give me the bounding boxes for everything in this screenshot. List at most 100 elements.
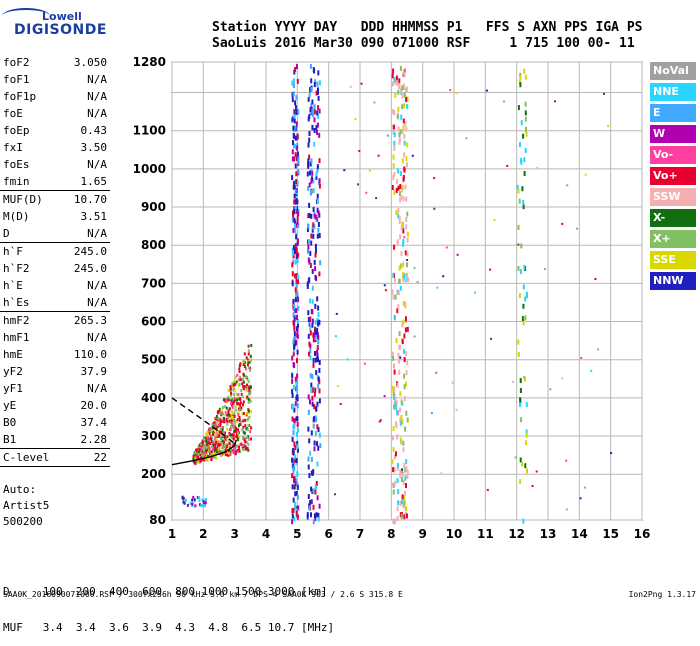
echo-point <box>218 434 221 437</box>
echo-point <box>198 450 200 454</box>
echo-point <box>297 279 299 285</box>
echo-point <box>521 186 524 192</box>
echo-point <box>247 344 250 348</box>
echo-point <box>233 414 236 418</box>
echo-point <box>561 222 564 225</box>
echo-point <box>311 227 314 233</box>
echo-point <box>440 472 442 475</box>
echo-point <box>312 188 315 194</box>
echo-point <box>399 65 402 71</box>
echo-point <box>291 247 294 253</box>
echo-point <box>317 210 320 216</box>
echo-point <box>297 305 300 311</box>
echo-point <box>198 496 201 500</box>
echo-point <box>317 105 320 111</box>
echo-point <box>402 319 405 325</box>
echo-point <box>230 447 233 451</box>
echo-point <box>403 167 406 173</box>
echo-point <box>399 285 402 291</box>
echo-point <box>314 266 317 272</box>
echo-point <box>312 357 315 363</box>
echo-point <box>401 85 404 91</box>
echo-point <box>229 417 232 420</box>
param-value: 10.70 <box>73 193 107 206</box>
y-tick-label: 300 <box>141 429 166 443</box>
echo-point <box>227 416 230 420</box>
param-name: h`E <box>3 279 23 292</box>
echo-point <box>314 357 317 363</box>
echo-point <box>216 450 219 454</box>
echo-point <box>294 401 297 407</box>
echo-point <box>196 496 199 499</box>
logo-line2: DIGISONDE <box>14 22 107 38</box>
echo-point <box>309 63 312 69</box>
echo-point <box>205 441 208 445</box>
echo-point <box>398 265 401 271</box>
param-value: N/A <box>87 90 107 103</box>
echo-point <box>234 375 237 379</box>
echo-point <box>291 484 294 490</box>
echo-point <box>314 489 317 495</box>
echo-point <box>394 315 396 321</box>
echo-point <box>318 108 321 114</box>
echo-point <box>233 412 236 416</box>
echo-point <box>375 197 378 200</box>
echo-point <box>313 224 316 230</box>
echo-point <box>317 70 320 76</box>
echo-point <box>405 97 408 102</box>
echo-point <box>397 304 400 310</box>
echo-point <box>294 152 297 158</box>
x-tick-label: 16 <box>634 527 651 541</box>
echo-point <box>383 284 386 287</box>
echo-point <box>401 468 404 471</box>
echo-point <box>411 154 414 157</box>
echo-point <box>296 108 299 114</box>
echo-point <box>307 248 309 254</box>
param-value: 0.43 <box>80 124 108 137</box>
echo-point <box>316 81 319 87</box>
echo-point <box>525 291 528 297</box>
param-value: N/A <box>87 73 107 86</box>
echo-point <box>291 508 294 514</box>
echo-point <box>210 450 213 454</box>
echo-point <box>399 407 402 413</box>
echo-point <box>396 382 399 388</box>
echo-point <box>203 451 206 455</box>
echo-point <box>401 185 404 190</box>
echo-point <box>242 411 245 415</box>
echo-point <box>222 446 225 450</box>
x-tick-label: 1 <box>168 527 176 541</box>
echo-point <box>397 168 400 174</box>
echo-point <box>399 184 402 189</box>
echo-point <box>396 80 399 86</box>
echo-point <box>201 454 204 458</box>
echo-point <box>213 427 216 431</box>
echo-point <box>315 125 318 131</box>
echo-point <box>524 74 527 80</box>
echo-point <box>247 442 250 446</box>
echo-point <box>524 101 527 107</box>
echo-point <box>296 388 299 394</box>
echo-point <box>406 259 409 261</box>
echo-point <box>580 357 583 359</box>
echo-point <box>292 468 295 474</box>
echo-point <box>210 435 213 439</box>
echo-point <box>544 268 546 270</box>
echo-point <box>219 427 222 431</box>
echo-point <box>206 443 209 447</box>
echo-point <box>401 222 404 228</box>
echo-point <box>522 204 525 210</box>
echo-point <box>310 512 312 518</box>
echo-point <box>402 125 405 131</box>
echo-point <box>393 386 396 392</box>
echo-point <box>312 337 315 343</box>
echo-point <box>230 399 233 403</box>
echo-point <box>307 185 310 191</box>
echo-point <box>220 434 223 437</box>
echo-point <box>314 431 317 436</box>
echo-point <box>291 378 294 384</box>
echo-point <box>198 499 201 502</box>
echo-point <box>226 427 229 431</box>
echo-point <box>293 143 296 149</box>
echo-point <box>393 140 396 146</box>
